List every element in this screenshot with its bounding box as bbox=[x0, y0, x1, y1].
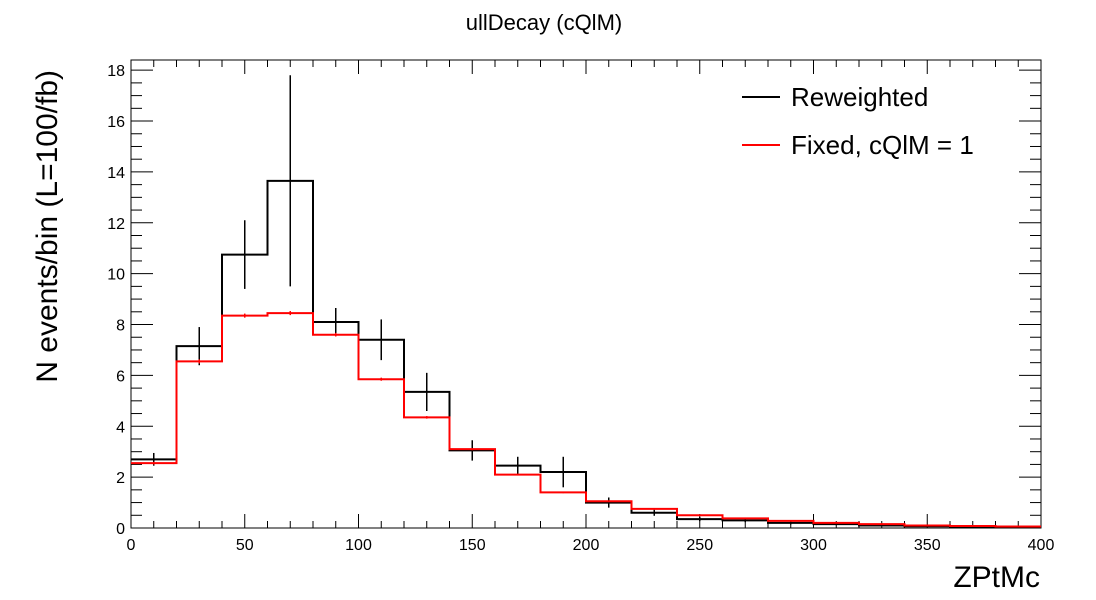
x-tick-label: 150 bbox=[459, 537, 486, 554]
y-axis-title: N events/bin (L=100/fb) bbox=[31, 70, 64, 383]
x-tick-label: 400 bbox=[1028, 537, 1055, 554]
chart-title: ullDecay (cQlM) bbox=[466, 10, 622, 35]
x-tick-label: 250 bbox=[686, 537, 713, 554]
y-tick-label: 4 bbox=[116, 419, 125, 436]
series-0 bbox=[131, 75, 1041, 528]
histogram-line-1 bbox=[131, 312, 1041, 528]
tick-labels: 0 50 100 150 200 250 300 350 400 0 2 4 6 8 10 12 14 16 18 bbox=[107, 63, 1054, 554]
legend-label-reweighted: Reweighted bbox=[791, 82, 928, 112]
y-tick-label: 14 bbox=[107, 165, 125, 182]
y-tick-label: 6 bbox=[116, 368, 125, 385]
series-layer bbox=[131, 75, 1041, 528]
histogram-line-0 bbox=[131, 179, 1041, 528]
y-tick-label: 18 bbox=[107, 63, 125, 80]
y-tick-label: 16 bbox=[107, 114, 125, 131]
x-tick-label: 350 bbox=[914, 537, 941, 554]
x-tick-label: 0 bbox=[127, 537, 136, 554]
y-tick-label: 10 bbox=[107, 267, 125, 284]
legend: Reweighted Fixed, cQlM = 1 bbox=[742, 82, 974, 160]
y-tick-label: 0 bbox=[116, 521, 125, 538]
tick-marks bbox=[130, 60, 1042, 529]
y-tick-label: 8 bbox=[116, 318, 125, 335]
y-tick-label: 2 bbox=[116, 470, 125, 487]
x-tick-label: 200 bbox=[573, 537, 600, 554]
series-1 bbox=[131, 311, 1041, 528]
y-tick-label: 12 bbox=[107, 216, 125, 233]
x-tick-label: 300 bbox=[800, 537, 827, 554]
legend-label-fixed: Fixed, cQlM = 1 bbox=[791, 130, 974, 160]
x-axis-title: ZPtMc bbox=[953, 561, 1040, 594]
x-tick-label: 50 bbox=[236, 537, 254, 554]
x-tick-label: 100 bbox=[345, 537, 372, 554]
